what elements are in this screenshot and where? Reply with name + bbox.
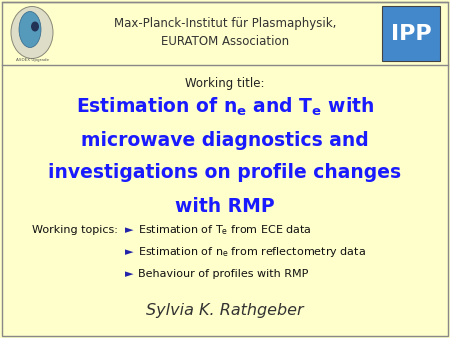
Text: Behaviour of profiles with RMP: Behaviour of profiles with RMP xyxy=(138,269,308,279)
Ellipse shape xyxy=(19,11,41,48)
FancyBboxPatch shape xyxy=(2,2,448,336)
Text: Estimation of $\mathregular{n_e}$ and $\mathregular{T_e}$ with: Estimation of $\mathregular{n_e}$ and $\… xyxy=(76,96,374,118)
FancyBboxPatch shape xyxy=(382,6,440,61)
Text: ASDEX Upgrade: ASDEX Upgrade xyxy=(15,58,49,63)
Ellipse shape xyxy=(31,22,39,31)
Text: Estimation of $\mathregular{T_e}$ from ECE data: Estimation of $\mathregular{T_e}$ from E… xyxy=(138,223,312,237)
Text: Working title:: Working title: xyxy=(185,76,265,90)
Text: investigations on profile changes: investigations on profile changes xyxy=(49,164,401,183)
Text: IPP: IPP xyxy=(391,24,431,44)
Text: with RMP: with RMP xyxy=(175,196,275,216)
Ellipse shape xyxy=(11,6,53,58)
Text: ►: ► xyxy=(125,225,134,235)
Text: ►: ► xyxy=(125,247,134,257)
Text: Max-Planck-Institut für Plasmaphysik,
EURATOM Association: Max-Planck-Institut für Plasmaphysik, EU… xyxy=(114,17,336,48)
Text: microwave diagnostics and: microwave diagnostics and xyxy=(81,130,369,149)
Text: ►: ► xyxy=(125,269,134,279)
Text: Sylvia K. Rathgeber: Sylvia K. Rathgeber xyxy=(146,303,304,317)
Text: Estimation of $\mathregular{n_e}$ from reflectometry data: Estimation of $\mathregular{n_e}$ from r… xyxy=(138,245,366,259)
Text: Working topics:: Working topics: xyxy=(32,225,118,235)
